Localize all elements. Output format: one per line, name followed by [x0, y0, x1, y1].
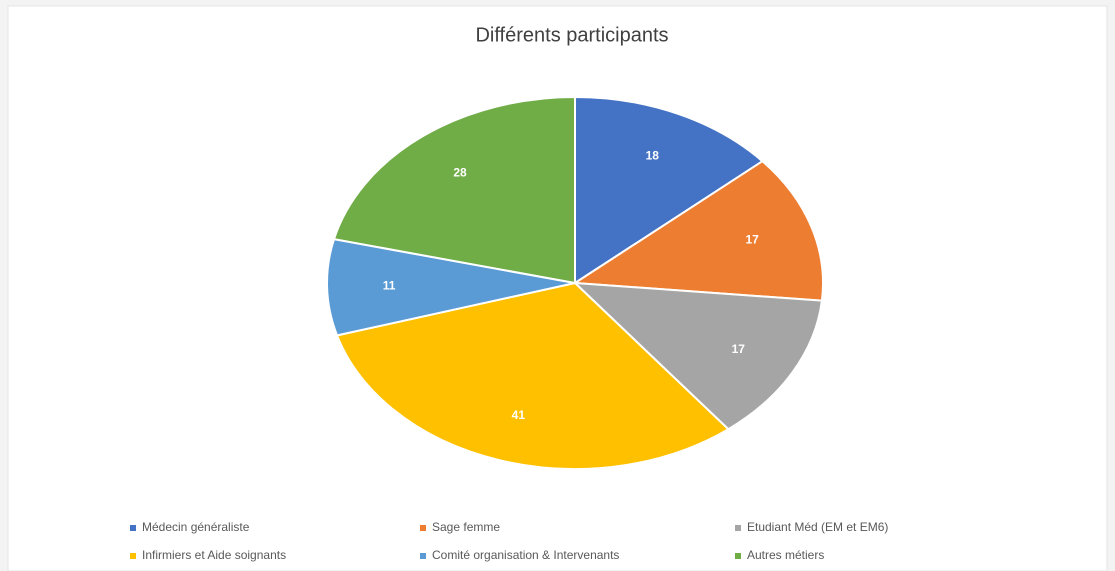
legend-swatch — [420, 553, 426, 559]
legend-label: Comité organisation & Intervenants — [432, 548, 619, 562]
data-label: 17 — [732, 342, 746, 356]
pie-slice — [574, 95, 765, 285]
legend-label: Infirmiers et Aide soignants — [142, 548, 286, 562]
legend-label: Sage femme — [432, 520, 500, 534]
legend-label: Autres métiers — [747, 548, 824, 562]
chart-title: Différents participants — [475, 24, 668, 46]
data-label: 11 — [383, 278, 396, 292]
pie-slice — [332, 95, 576, 285]
pie-slice — [571, 159, 824, 302]
legend-swatch — [420, 525, 426, 531]
data-label: 17 — [745, 233, 759, 247]
legend-swatch — [130, 525, 136, 531]
legend-swatch — [735, 553, 741, 559]
pie-slice — [326, 238, 576, 337]
pie-slice — [572, 281, 824, 431]
data-label: 18 — [646, 148, 660, 162]
legend-swatch — [735, 525, 741, 531]
legend-label: Médecin généraliste — [142, 520, 250, 534]
pie-slice — [335, 281, 730, 470]
legend-swatch — [130, 553, 136, 559]
data-label: 41 — [512, 408, 526, 422]
data-label: 28 — [453, 166, 467, 180]
legend-label: Etudiant Méd (EM et EM6) — [747, 520, 888, 534]
